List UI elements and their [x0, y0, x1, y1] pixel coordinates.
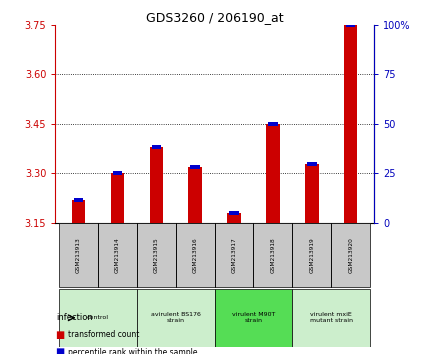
- Bar: [176, 223, 215, 287]
- Bar: [59, 223, 98, 287]
- Bar: [98, 223, 137, 287]
- Text: ■: ■: [55, 347, 65, 354]
- Text: GSM213920: GSM213920: [348, 237, 353, 273]
- Text: GSM213919: GSM213919: [309, 238, 314, 273]
- Bar: [188, 167, 202, 223]
- Text: GSM213915: GSM213915: [154, 238, 159, 273]
- Bar: [190, 165, 200, 169]
- Bar: [152, 145, 161, 149]
- Text: GSM213918: GSM213918: [270, 238, 275, 273]
- Bar: [227, 213, 241, 223]
- Bar: [344, 25, 357, 223]
- Text: transformed count: transformed count: [68, 330, 139, 339]
- Text: virulent mxiE
mutant strain: virulent mxiE mutant strain: [310, 312, 353, 323]
- Text: control: control: [87, 315, 109, 320]
- Bar: [268, 122, 278, 126]
- Bar: [110, 173, 124, 223]
- Bar: [230, 211, 239, 215]
- Text: avirulent BS176
strain: avirulent BS176 strain: [151, 312, 201, 323]
- Bar: [266, 124, 280, 223]
- Text: GSM213914: GSM213914: [115, 238, 120, 273]
- Title: GDS3260 / 206190_at: GDS3260 / 206190_at: [146, 11, 283, 24]
- Bar: [215, 289, 292, 347]
- Bar: [215, 223, 253, 287]
- Text: ■: ■: [55, 330, 65, 339]
- Bar: [72, 200, 85, 223]
- Text: infection: infection: [56, 313, 93, 322]
- Bar: [113, 171, 122, 176]
- Bar: [59, 289, 137, 347]
- Bar: [253, 223, 292, 287]
- Bar: [305, 164, 319, 223]
- Text: percentile rank within the sample: percentile rank within the sample: [68, 348, 198, 354]
- Text: GSM213917: GSM213917: [232, 238, 237, 273]
- Bar: [292, 289, 370, 347]
- Bar: [331, 223, 370, 287]
- Bar: [292, 223, 331, 287]
- Text: virulent M90T
strain: virulent M90T strain: [232, 312, 275, 323]
- Bar: [137, 289, 215, 347]
- Bar: [137, 223, 176, 287]
- Bar: [346, 23, 355, 27]
- Bar: [74, 198, 83, 202]
- Text: GSM213916: GSM213916: [193, 238, 198, 273]
- Bar: [307, 161, 317, 166]
- Text: GSM213913: GSM213913: [76, 238, 81, 273]
- Bar: [150, 147, 163, 223]
